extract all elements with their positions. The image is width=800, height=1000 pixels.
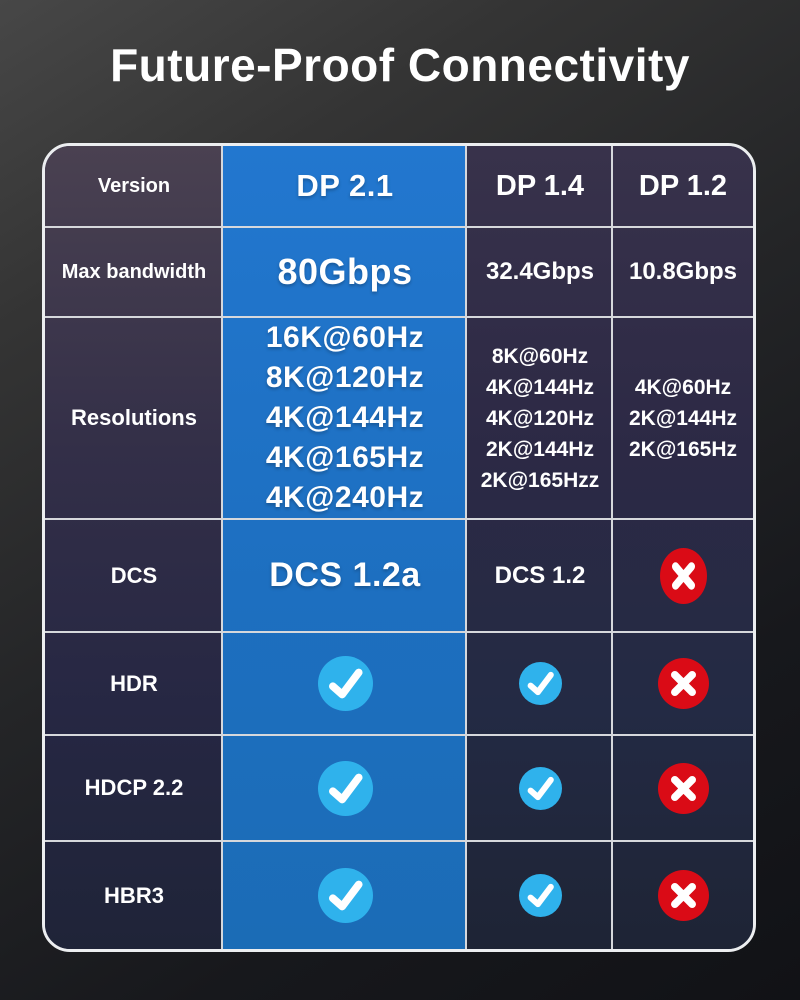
cell-dcs-dp14: DCS 1.2 [467, 520, 613, 633]
cell-bandwidth-dp12: 10.8Gbps [613, 228, 753, 318]
row-label-resolutions: Resolutions [45, 318, 223, 520]
cross-icon [659, 547, 707, 604]
cross-icon [657, 658, 709, 709]
cell-dcs-dp12 [613, 520, 753, 633]
resolution-line: 4K@240Hz [265, 481, 425, 514]
page-title: Future-Proof Connectivity [110, 39, 690, 91]
cross-icon [657, 762, 709, 814]
header-dp12: DP 1.2 [613, 146, 753, 228]
resolution-line: 2K@144Hz [628, 406, 738, 430]
resolution-line: 2K@165Hz [628, 437, 738, 461]
resolution-line: 2K@144Hz [485, 437, 595, 461]
cell-resolutions-dp12: 4K@60Hz 2K@144Hz 2K@165Hz [613, 318, 753, 520]
resolution-line: 8K@120Hz [265, 361, 425, 394]
check-icon [317, 656, 373, 711]
row-label-bandwidth: Max bandwidth [45, 228, 223, 318]
cell-hdcp-dp14 [467, 736, 613, 842]
dp12-column-background [613, 146, 753, 949]
cell-hdcp-dp12 [613, 736, 753, 842]
resolution-line: 4K@144Hz [265, 401, 425, 434]
cell-resolutions-dp14: 8K@60Hz 4K@144Hz 4K@120Hz 2K@144Hz 2K@16… [467, 318, 613, 520]
resolution-line: 2K@165Hzz [480, 468, 600, 492]
cell-hdcp-dp21 [223, 736, 467, 842]
cell-hdr-dp12 [613, 633, 753, 736]
cell-hdr-dp14 [467, 633, 613, 736]
header-dp21: DP 2.1 [223, 146, 467, 228]
cell-bandwidth-dp21: 80Gbps [223, 228, 467, 318]
check-icon [518, 662, 562, 705]
cell-resolutions-dp21: 16K@60Hz 8K@120Hz 4K@144Hz 4K@165Hz 4K@2… [223, 318, 467, 520]
dp14-column-background [467, 146, 613, 949]
row-label-dcs: DCS [45, 520, 223, 633]
cell-hbr3-dp14 [467, 842, 613, 949]
row-label-hdr: HDR [45, 633, 223, 736]
cell-bandwidth-dp14: 32.4Gbps [467, 228, 613, 318]
resolution-line: 8K@60Hz [491, 344, 589, 368]
cell-dcs-dp21: DCS 1.2a [223, 520, 467, 633]
check-icon [518, 766, 562, 810]
row-label-version: Version [45, 146, 223, 228]
resolution-line: 4K@165Hz [265, 441, 425, 474]
row-label-hdcp: HDCP 2.2 [45, 736, 223, 842]
row-label-hbr3: HBR3 [104, 882, 164, 908]
cross-icon [657, 870, 709, 921]
cell-hbr3-dp12 [613, 842, 753, 949]
comparison-table: Version DP 2.1 DP 1.4 DP 1.2 Max bandwid… [42, 143, 756, 952]
cell-hdr-dp21 [223, 633, 467, 736]
header-dp14: DP 1.4 [467, 146, 613, 228]
label-column-background [45, 146, 223, 949]
resolution-line: 16K@60Hz [265, 321, 425, 354]
check-icon [518, 874, 562, 917]
cell-hbr3-dp21 [223, 842, 467, 949]
check-icon [317, 868, 373, 923]
resolution-line: 4K@120Hz [485, 406, 595, 430]
resolution-line: 4K@60Hz [634, 375, 732, 399]
table-grid: Version DP 2.1 DP 1.4 DP 1.2 Max bandwid… [45, 146, 753, 949]
check-icon [317, 760, 373, 816]
resolution-line: 4K@144Hz [485, 375, 595, 399]
